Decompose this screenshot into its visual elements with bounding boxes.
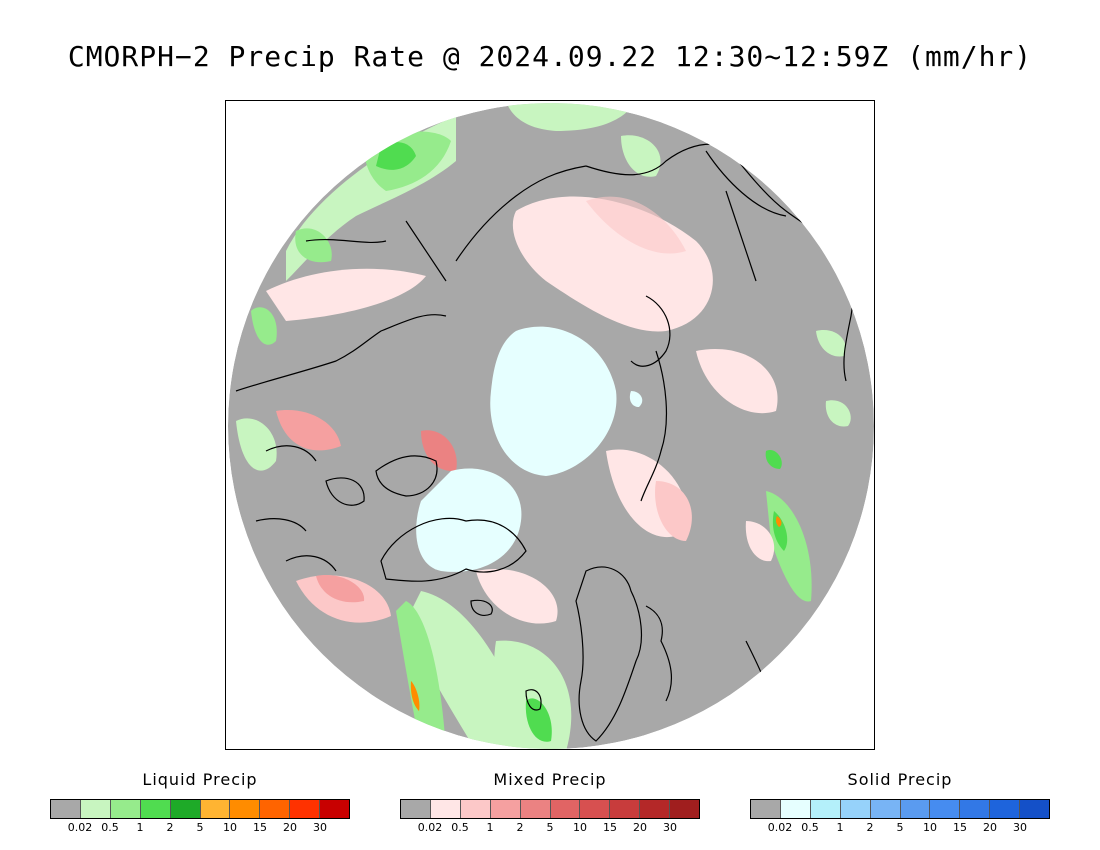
legend-color-bar: [750, 799, 1050, 819]
map-canvas: [228, 103, 874, 749]
legend-tick-label: 10: [923, 821, 937, 834]
legend-swatch: [290, 800, 321, 818]
legend-swatch: [170, 800, 201, 818]
legend-swatch: [810, 800, 841, 818]
legend-tick-label: 0.5: [101, 821, 119, 834]
legend-ticks: 0.02 0.5 1 2 5 10 15 20 30: [50, 819, 350, 834]
legend-swatch: [490, 800, 521, 818]
legend-tick-label: 5: [896, 821, 904, 834]
legend-title: Liquid Precip: [142, 770, 258, 789]
legend-tick-label: 30: [1013, 821, 1027, 834]
legend-swatch: [140, 800, 171, 818]
legend-tick-label: 15: [253, 821, 267, 834]
legend-tick-label: 0.5: [451, 821, 469, 834]
legend-tick-label: 0.5: [801, 821, 819, 834]
legend-swatch: [80, 800, 111, 818]
liquid-precip-areas: [236, 103, 851, 749]
legend-tick-label: 5: [546, 821, 554, 834]
legend-swatch: [460, 800, 491, 818]
map-title: CMORPH−2 Precip Rate @ 2024.09.22 12:30~…: [67, 40, 1033, 73]
legend-color-bar: [400, 799, 700, 819]
legend-title: Mixed Precip: [493, 770, 607, 789]
legend-title: Solid Precip: [847, 770, 953, 789]
legend-ticks: 0.02 0.5 1 2 5 10 15 20 30: [400, 819, 700, 834]
mixed-precip-areas: [266, 196, 778, 624]
legend-swatch: [840, 800, 871, 818]
legend-tick-label: 10: [573, 821, 587, 834]
legend-tick-label: 0.02: [417, 821, 443, 834]
legend-tick-label: 20: [983, 821, 997, 834]
legend-solid-precip: Solid Precip 0.02 0.5 1 2 5 10 15 20 30: [750, 770, 1050, 834]
legend-swatch: [610, 800, 641, 818]
legend-swatch: [110, 800, 141, 818]
legend-swatch: [930, 800, 961, 818]
legend-swatch: [320, 800, 350, 818]
legend-swatch: [1020, 800, 1050, 818]
legend-swatch: [430, 800, 461, 818]
legend-tick-label: 1: [836, 821, 844, 834]
legend-tick-label: 2: [516, 821, 524, 834]
legend-swatch: [960, 800, 991, 818]
legend-tick-label: 0.02: [67, 821, 93, 834]
legend-tick-label: 20: [633, 821, 647, 834]
legend-swatch: [990, 800, 1021, 818]
legend-swatch: [520, 800, 551, 818]
legend-color-bar: [50, 799, 350, 819]
legend-tick-label: 10: [223, 821, 237, 834]
legend-tick-label: 30: [663, 821, 677, 834]
legend-swatch: [580, 800, 611, 818]
polar-precip-map: [225, 100, 875, 750]
legend-swatch: [51, 800, 81, 818]
legend-tick-label: 2: [166, 821, 174, 834]
legend-tick-label: 2: [866, 821, 874, 834]
legend-mixed-precip: Mixed Precip 0.02 0.5 1 2 5 10 15 20 30: [400, 770, 700, 834]
legend-tick-label: 1: [486, 821, 494, 834]
legend-swatch: [260, 800, 291, 818]
legend-swatch: [550, 800, 581, 818]
legend-liquid-precip: Liquid Precip 0.02 0.5 1 2 5 10 15 20 30: [50, 770, 350, 834]
legend-ticks: 0.02 0.5 1 2 5 10 15 20 30: [750, 819, 1050, 834]
legend-swatch: [640, 800, 671, 818]
legend-tick-label: 20: [283, 821, 297, 834]
legend-tick-label: 5: [196, 821, 204, 834]
legend-swatch: [751, 800, 781, 818]
legend-tick-label: 30: [313, 821, 327, 834]
legend-swatch: [200, 800, 231, 818]
legend-tick-label: 0.02: [767, 821, 793, 834]
legend-tick-label: 1: [136, 821, 144, 834]
legend-tick-label: 15: [953, 821, 967, 834]
legend-swatch: [230, 800, 261, 818]
legend-swatch: [870, 800, 901, 818]
legend-swatch: [780, 800, 811, 818]
legend-swatch: [670, 800, 700, 818]
legend-tick-label: 15: [603, 821, 617, 834]
legend-swatch: [401, 800, 431, 818]
legend-swatch: [900, 800, 931, 818]
